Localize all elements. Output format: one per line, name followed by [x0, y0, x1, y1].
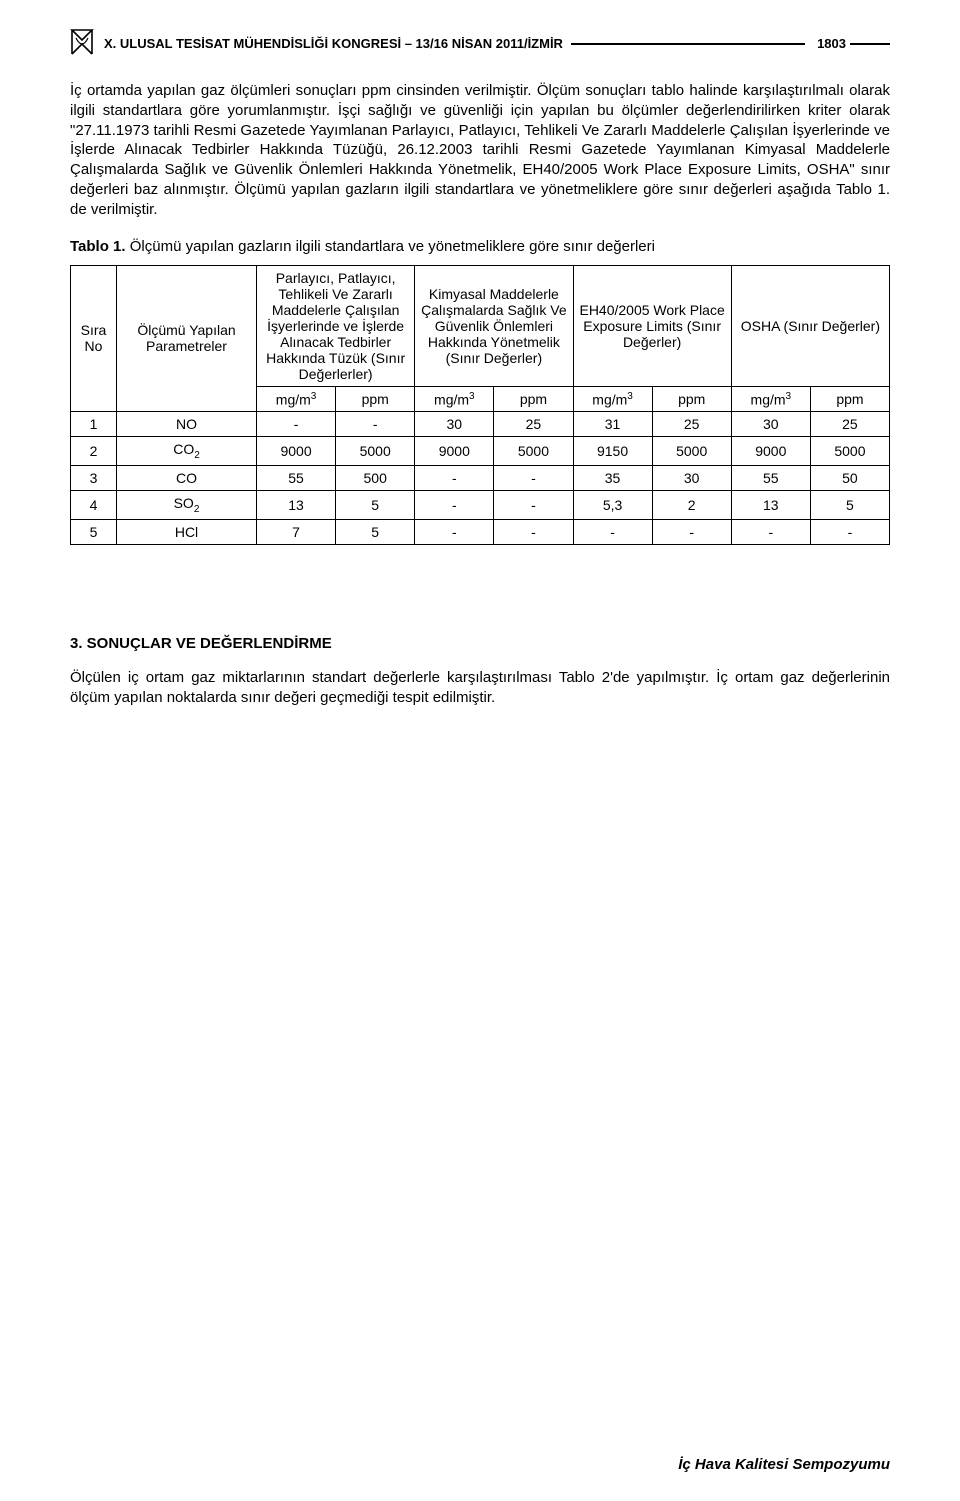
- table-row: 5 HCl 7 5 - - - - - -: [71, 519, 890, 544]
- table-row: 4 SO2 13 5 - - 5,3 2 13 5: [71, 491, 890, 520]
- cell-no: 4: [71, 491, 117, 520]
- th-unit-ppm-3: ppm: [652, 386, 731, 412]
- cell-param: SO2: [117, 491, 257, 520]
- logo-icon: [70, 28, 94, 59]
- th-param: Ölçümü Yapılan Parametreler: [117, 265, 257, 412]
- cell: -: [573, 519, 652, 544]
- page: X. ULUSAL TESİSAT MÜHENDİSLİĞİ KONGRESİ …: [0, 0, 960, 1501]
- cell: -: [415, 519, 494, 544]
- th-sira-no: Sıra No: [71, 265, 117, 412]
- cell: -: [652, 519, 731, 544]
- cell: -: [257, 412, 336, 437]
- cell: 13: [731, 491, 810, 520]
- limits-table: Sıra No Ölçümü Yapılan Parametreler Parl…: [70, 265, 890, 545]
- header-rule-end: [850, 43, 890, 45]
- cell: 9000: [257, 437, 336, 466]
- cell-param: HCl: [117, 519, 257, 544]
- cell-no: 5: [71, 519, 117, 544]
- cell: 31: [573, 412, 652, 437]
- cell: 50: [810, 466, 889, 491]
- cell: 9000: [415, 437, 494, 466]
- table-row: 1 NO - - 30 25 31 25 30 25: [71, 412, 890, 437]
- cell: -: [494, 466, 573, 491]
- th-unit-mg-4: mg/m3: [731, 386, 810, 412]
- body-paragraph-1: İç ortamda yapılan gaz ölçümleri sonuçla…: [70, 81, 890, 220]
- cell: 5: [336, 491, 415, 520]
- cell: 9000: [731, 437, 810, 466]
- cell: 13: [257, 491, 336, 520]
- cell: 9150: [573, 437, 652, 466]
- cell-param: CO: [117, 466, 257, 491]
- cell: -: [336, 412, 415, 437]
- cell: -: [731, 519, 810, 544]
- cell: 5000: [652, 437, 731, 466]
- table1-caption: Tablo 1. Ölçümü yapılan gazların ilgili …: [70, 238, 890, 255]
- cell: 500: [336, 466, 415, 491]
- section3-text: Ölçülen iç ortam gaz miktarlarının stand…: [70, 668, 890, 708]
- cell-no: 3: [71, 466, 117, 491]
- cell: 5000: [494, 437, 573, 466]
- cell: 5000: [810, 437, 889, 466]
- limits-table-body: 1 NO - - 30 25 31 25 30 25 2 CO2 9000 50…: [71, 412, 890, 545]
- cell: 5: [336, 519, 415, 544]
- cell: 55: [257, 466, 336, 491]
- unit-mg-label: mg/m: [751, 391, 786, 407]
- th-std1: Parlayıcı, Patlayıcı, Tehlikeli Ve Zarar…: [257, 265, 415, 386]
- cell: -: [810, 519, 889, 544]
- table-header-row-1: Sıra No Ölçümü Yapılan Parametreler Parl…: [71, 265, 890, 386]
- unit-mg-label: mg/m: [592, 391, 627, 407]
- cell: 25: [810, 412, 889, 437]
- cell: -: [415, 466, 494, 491]
- th-unit-mg-2: mg/m3: [415, 386, 494, 412]
- cell: -: [494, 491, 573, 520]
- cell: 55: [731, 466, 810, 491]
- footer-text: İç Hava Kalitesi Sempozyumu: [678, 1456, 890, 1473]
- cell-param: NO: [117, 412, 257, 437]
- th-unit-mg-3: mg/m3: [573, 386, 652, 412]
- cell: 5: [810, 491, 889, 520]
- page-number: 1803: [813, 36, 850, 51]
- section3-heading: 3. SONUÇLAR VE DEĞERLENDİRME: [70, 635, 890, 652]
- cell: -: [494, 519, 573, 544]
- table1-caption-label: Tablo 1.: [70, 238, 126, 255]
- header-rule: [571, 43, 805, 45]
- table-row: 2 CO2 9000 5000 9000 5000 9150 5000 9000…: [71, 437, 890, 466]
- cell: 30: [731, 412, 810, 437]
- table1-caption-text: Ölçümü yapılan gazların ilgili standartl…: [126, 238, 655, 255]
- cell: 5000: [336, 437, 415, 466]
- cell-no: 1: [71, 412, 117, 437]
- th-unit-ppm-2: ppm: [494, 386, 573, 412]
- th-std3: EH40/2005 Work Place Exposure Limits (Sı…: [573, 265, 731, 386]
- unit-mg-label: mg/m: [434, 391, 469, 407]
- cell: 2: [652, 491, 731, 520]
- cell: 25: [494, 412, 573, 437]
- unit-mg-label: mg/m: [276, 391, 311, 407]
- cell-no: 2: [71, 437, 117, 466]
- cell: -: [415, 491, 494, 520]
- cell: 30: [415, 412, 494, 437]
- table-row: 3 CO 55 500 - - 35 30 55 50: [71, 466, 890, 491]
- th-std2: Kimyasal Maddelerle Çalışmalarda Sağlık …: [415, 265, 573, 386]
- page-header: X. ULUSAL TESİSAT MÜHENDİSLİĞİ KONGRESİ …: [70, 28, 890, 59]
- header-title: X. ULUSAL TESİSAT MÜHENDİSLİĞİ KONGRESİ …: [104, 36, 563, 51]
- cell: 35: [573, 466, 652, 491]
- cell: 7: [257, 519, 336, 544]
- th-std4: OSHA (Sınır Değerler): [731, 265, 889, 386]
- th-unit-ppm-1: ppm: [336, 386, 415, 412]
- th-unit-mg-1: mg/m3: [257, 386, 336, 412]
- cell-param: CO2: [117, 437, 257, 466]
- cell: 30: [652, 466, 731, 491]
- th-unit-ppm-4: ppm: [810, 386, 889, 412]
- cell: 25: [652, 412, 731, 437]
- cell: 5,3: [573, 491, 652, 520]
